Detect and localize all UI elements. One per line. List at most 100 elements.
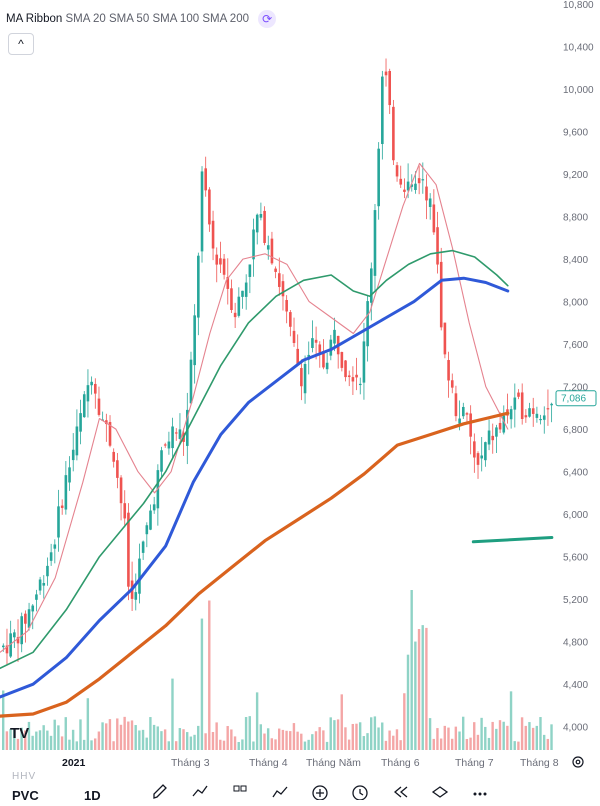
volume-bar bbox=[377, 727, 380, 750]
y-tick-label: 10,000 bbox=[563, 85, 594, 96]
candle-body bbox=[347, 375, 351, 378]
candle-body bbox=[46, 565, 49, 577]
candle-body bbox=[71, 449, 75, 461]
candle-body bbox=[141, 541, 145, 553]
candle-body bbox=[454, 393, 458, 417]
candle-body bbox=[355, 374, 358, 378]
refresh-icon[interactable]: ⟳ bbox=[258, 10, 277, 28]
candle-body bbox=[351, 377, 355, 382]
volume-bar bbox=[406, 654, 410, 750]
indicators-icon[interactable] bbox=[271, 782, 289, 800]
candle-body bbox=[546, 408, 550, 410]
moving-averages bbox=[0, 162, 554, 718]
candle-body bbox=[215, 254, 219, 265]
volume-bar bbox=[289, 731, 292, 750]
volume-bar bbox=[24, 730, 27, 750]
volume-bar bbox=[149, 717, 152, 750]
volume-bar bbox=[171, 678, 174, 750]
candle-body bbox=[498, 422, 502, 430]
candle-body bbox=[200, 171, 204, 252]
symbol-button[interactable]: PVC bbox=[0, 782, 62, 806]
logo-mark: TV bbox=[10, 725, 29, 742]
y-tick-label: 9,200 bbox=[563, 170, 588, 181]
volume-bar bbox=[189, 736, 193, 750]
candle-body bbox=[123, 503, 127, 519]
volume-bar bbox=[35, 731, 38, 750]
volume-bars bbox=[2, 590, 553, 750]
alert-icon[interactable] bbox=[351, 782, 369, 800]
y-tick-label: 4,400 bbox=[563, 680, 588, 691]
candle-body bbox=[105, 420, 108, 425]
candle-body bbox=[384, 71, 388, 76]
candle-body bbox=[370, 268, 373, 303]
volume-bar bbox=[535, 725, 538, 750]
replay-icon[interactable] bbox=[391, 782, 409, 800]
candle-body bbox=[263, 210, 266, 243]
volume-bar bbox=[68, 739, 71, 750]
interval-button[interactable]: 1D bbox=[62, 782, 139, 806]
volume-bar bbox=[86, 698, 90, 750]
volume-bar bbox=[134, 725, 137, 750]
volume-bar bbox=[469, 737, 472, 750]
candle-body bbox=[252, 229, 255, 260]
volume-bar bbox=[524, 725, 527, 750]
candle-body bbox=[502, 415, 506, 433]
volume-bar bbox=[244, 717, 248, 750]
volume-bar bbox=[476, 734, 480, 750]
x-tick-label: Tháng 6 bbox=[381, 757, 420, 769]
volume-bar bbox=[318, 727, 321, 750]
y-tick-label: 10,400 bbox=[563, 43, 594, 54]
x-tick-label: 2021 bbox=[62, 757, 86, 769]
volume-bar bbox=[230, 729, 233, 750]
volume-bar bbox=[347, 739, 351, 750]
volume-bar bbox=[193, 734, 196, 750]
candle-body bbox=[399, 178, 403, 185]
watermark: HHV bbox=[12, 771, 37, 782]
volume-bar bbox=[38, 730, 42, 750]
collapse-legend-button[interactable]: ^ bbox=[8, 33, 34, 55]
candle-body bbox=[255, 214, 259, 233]
candle-body bbox=[145, 525, 149, 535]
volume-bar bbox=[13, 729, 16, 750]
volume-bar bbox=[473, 722, 476, 750]
indicator-legend[interactable]: MA Ribbon SMA 20 SMA 50 SMA 100 SMA 200 … bbox=[6, 10, 277, 28]
x-tick-label: Tháng Năm bbox=[306, 757, 361, 769]
candle-body bbox=[24, 613, 27, 624]
pencil-icon[interactable] bbox=[151, 782, 169, 800]
layout-icon[interactable] bbox=[231, 782, 249, 800]
volume-bar bbox=[53, 719, 56, 750]
last-price-tag bbox=[555, 390, 597, 407]
candle-body bbox=[285, 299, 288, 312]
volume-bar bbox=[388, 730, 391, 750]
trend-icon[interactable] bbox=[191, 782, 209, 800]
volume-bar bbox=[462, 716, 465, 750]
candle-body bbox=[75, 426, 79, 456]
volume-bar bbox=[237, 741, 240, 750]
sma100-line bbox=[0, 276, 510, 699]
candle-body bbox=[186, 409, 189, 446]
volume-bar bbox=[384, 740, 388, 750]
add-icon[interactable] bbox=[311, 782, 329, 800]
candle-body bbox=[241, 290, 244, 297]
more-icon[interactable] bbox=[471, 782, 489, 800]
settings-icon[interactable] bbox=[571, 755, 585, 769]
candle-body bbox=[38, 579, 42, 591]
layers-icon[interactable] bbox=[431, 782, 449, 800]
candle-body bbox=[9, 633, 12, 657]
volume-bar bbox=[138, 730, 141, 750]
volume-bar bbox=[428, 718, 432, 750]
volume-bar bbox=[450, 738, 454, 750]
volume-bar bbox=[454, 726, 458, 750]
volume-bar bbox=[351, 723, 354, 750]
volume-bar bbox=[458, 731, 461, 750]
candle-body bbox=[211, 220, 215, 249]
volume-bar bbox=[417, 629, 421, 750]
candle-body bbox=[174, 432, 178, 434]
y-tick-label: 4,800 bbox=[563, 638, 588, 649]
candle-body bbox=[274, 268, 277, 272]
candle-body bbox=[314, 339, 318, 343]
volume-bar bbox=[414, 641, 417, 750]
candle-body bbox=[281, 281, 285, 297]
candle-body bbox=[414, 183, 417, 190]
